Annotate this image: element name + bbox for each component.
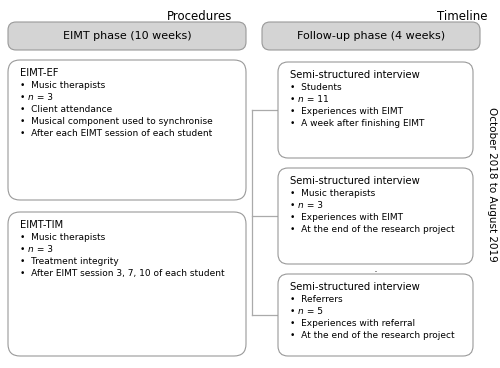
FancyBboxPatch shape (8, 60, 246, 200)
Text: •  Treatment integrity: • Treatment integrity (20, 257, 119, 266)
FancyBboxPatch shape (278, 168, 473, 264)
Text: •  Experiences with referral: • Experiences with referral (290, 319, 415, 328)
Text: •  Experiences with EIMT: • Experiences with EIMT (290, 107, 403, 116)
FancyBboxPatch shape (262, 22, 480, 50)
Text: EIMT phase (10 weeks): EIMT phase (10 weeks) (62, 31, 192, 41)
Text: •  Musical component used to synchronise: • Musical component used to synchronise (20, 117, 213, 126)
Text: Procedures: Procedures (168, 10, 232, 23)
FancyBboxPatch shape (278, 274, 473, 356)
Text: EIMT-TIM: EIMT-TIM (20, 220, 63, 230)
Text: •  A week after finishing EIMT: • A week after finishing EIMT (290, 119, 424, 128)
Text: •  After EIMT session 3, 7, 10 of each student: • After EIMT session 3, 7, 10 of each st… (20, 269, 225, 278)
Text: n: n (298, 95, 304, 104)
Text: •  Referrers: • Referrers (290, 295, 343, 304)
Text: •  Music therapists: • Music therapists (290, 189, 375, 198)
FancyBboxPatch shape (278, 62, 473, 158)
Text: Semi-structured interview: Semi-structured interview (290, 282, 420, 292)
Text: = 3: = 3 (34, 245, 53, 254)
Text: Semi-structured interview: Semi-structured interview (290, 176, 420, 186)
Text: •: • (20, 245, 28, 254)
Text: •: • (290, 307, 298, 316)
FancyBboxPatch shape (8, 22, 246, 50)
Text: Follow-up phase (4 weeks): Follow-up phase (4 weeks) (297, 31, 445, 41)
Text: n: n (298, 201, 304, 210)
FancyBboxPatch shape (8, 212, 246, 356)
Text: •  Client attendance: • Client attendance (20, 105, 112, 114)
Text: •  After each EIMT session of each student: • After each EIMT session of each studen… (20, 129, 212, 138)
Text: .: . (374, 262, 378, 276)
Text: = 5: = 5 (304, 307, 323, 316)
Text: •  At the end of the research project: • At the end of the research project (290, 225, 454, 234)
Text: •  Music therapists: • Music therapists (20, 81, 105, 90)
Text: •  Experiences with EIMT: • Experiences with EIMT (290, 213, 403, 222)
Text: Semi-structured interview: Semi-structured interview (290, 70, 420, 80)
Text: = 3: = 3 (34, 93, 53, 102)
Text: n: n (28, 93, 34, 102)
Text: •: • (290, 95, 298, 104)
Text: n: n (298, 307, 304, 316)
Text: •  At the end of the research project: • At the end of the research project (290, 331, 454, 340)
Text: October 2018 to August 2019: October 2018 to August 2019 (487, 107, 497, 261)
Text: = 3: = 3 (304, 201, 323, 210)
Text: •  Music therapists: • Music therapists (20, 233, 105, 242)
Text: n: n (28, 245, 34, 254)
Text: = 11: = 11 (304, 95, 329, 104)
Text: •: • (20, 93, 28, 102)
Text: •  Students: • Students (290, 83, 342, 92)
Text: EIMT-EF: EIMT-EF (20, 68, 59, 78)
Text: Timeline: Timeline (437, 10, 487, 23)
Text: •: • (290, 201, 298, 210)
